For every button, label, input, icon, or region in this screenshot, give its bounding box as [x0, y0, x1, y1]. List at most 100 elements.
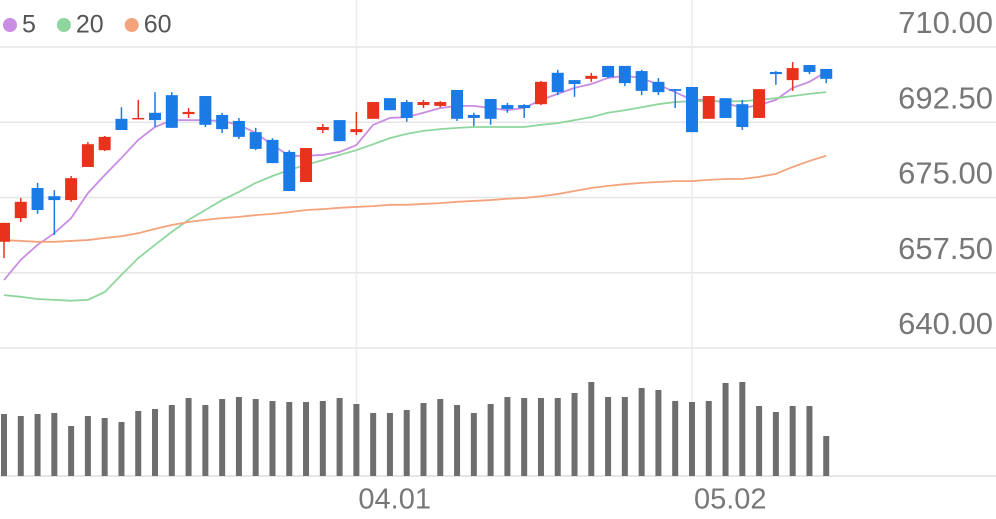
candle-body	[333, 120, 346, 142]
candle-body	[98, 136, 111, 151]
volume-bar	[437, 399, 444, 476]
volume-bar	[806, 406, 813, 476]
candle-body	[232, 120, 245, 137]
volume-bar	[135, 411, 142, 476]
y-tick-label: 657.50	[898, 231, 993, 266]
volume-bar	[705, 401, 712, 476]
volume-bar	[638, 388, 645, 476]
candle-body	[266, 139, 279, 164]
candle-body	[383, 98, 396, 111]
y-tick-label: 640.00	[898, 306, 993, 341]
volume-bar	[571, 393, 578, 476]
volume-bar	[17, 416, 24, 476]
volume-bar	[84, 416, 91, 476]
candle-body	[400, 102, 413, 118]
candle-body	[484, 99, 497, 119]
candle-body	[249, 132, 262, 149]
candle-body	[417, 102, 430, 106]
volume-bar	[336, 398, 343, 476]
x-tick-label: 04.01	[358, 484, 431, 516]
y-tick-label: 692.50	[898, 80, 993, 115]
candle-body	[467, 114, 480, 118]
volume-bar	[588, 382, 595, 476]
volume-bar	[739, 382, 746, 476]
volume-bar	[504, 397, 511, 476]
volume-bar	[403, 410, 410, 476]
volume-bar	[772, 412, 779, 476]
candle-body	[769, 71, 782, 75]
volume-bar	[269, 401, 276, 476]
y-tick-label: 675.00	[898, 156, 993, 191]
candle-body	[501, 105, 514, 109]
volume-bar	[219, 399, 226, 476]
volume-bar	[286, 402, 293, 476]
volume-bar	[319, 401, 326, 476]
volume-bar	[537, 398, 544, 476]
volume-bar	[152, 409, 159, 476]
volume-bar	[303, 402, 310, 476]
candle-body	[182, 111, 195, 115]
candle-body	[685, 86, 698, 133]
volume-bar	[101, 418, 108, 476]
legend-marker	[56, 18, 71, 32]
candle-body	[31, 188, 44, 210]
volume-bar	[34, 414, 41, 476]
candle-body	[199, 96, 212, 125]
candle-body	[602, 65, 615, 78]
volume-bar	[386, 413, 393, 476]
candle-body	[149, 112, 162, 121]
candle-body	[434, 102, 447, 106]
volume-bar	[118, 422, 125, 476]
candle-body	[669, 89, 682, 91]
candle-body	[652, 81, 665, 93]
candle-body	[216, 114, 229, 130]
volume-bar	[185, 398, 192, 476]
volume-bar	[605, 397, 612, 476]
legend-marker	[124, 18, 139, 32]
volume-bar	[672, 401, 679, 476]
x-tick-label: 05.02	[694, 484, 767, 516]
volume-bar	[420, 403, 427, 476]
candle-body	[618, 65, 631, 84]
candle-body	[736, 104, 749, 127]
volume-bar	[370, 413, 377, 476]
candle-body	[551, 72, 564, 93]
candle-body	[132, 117, 145, 120]
volume-bar	[470, 413, 477, 476]
volume-bar	[554, 398, 561, 476]
candle-body	[753, 89, 766, 118]
candle-body	[283, 151, 296, 192]
candle-body	[0, 222, 10, 242]
candle-body	[786, 68, 799, 81]
volume-bar	[756, 406, 763, 476]
volume-bar	[454, 405, 461, 476]
legend-label: 20	[76, 11, 104, 39]
volume-bar	[521, 398, 528, 476]
candle-body	[65, 178, 78, 201]
candle-body	[81, 144, 94, 167]
legend-label: 60	[144, 11, 172, 39]
legend-marker	[3, 18, 17, 32]
candle-body	[635, 71, 648, 91]
volume-bar	[235, 397, 242, 476]
candle-body	[820, 68, 833, 79]
candle-body	[165, 95, 178, 128]
candle-body	[451, 90, 464, 119]
legend-label: 5	[22, 11, 36, 39]
volume-bar	[789, 406, 796, 476]
candle-body	[48, 196, 61, 201]
volume-bar	[621, 397, 628, 476]
candle-body	[534, 81, 547, 105]
volume-bar	[51, 413, 58, 476]
candle-body	[585, 75, 598, 79]
candle-body	[316, 126, 329, 130]
candle-body	[803, 65, 816, 72]
candle-body	[367, 102, 380, 119]
candle-body	[115, 118, 128, 130]
candle-body	[719, 98, 732, 118]
candle-body	[300, 148, 313, 183]
candle-body	[568, 80, 581, 84]
volume-bar	[688, 402, 695, 476]
candle-body	[350, 129, 363, 133]
